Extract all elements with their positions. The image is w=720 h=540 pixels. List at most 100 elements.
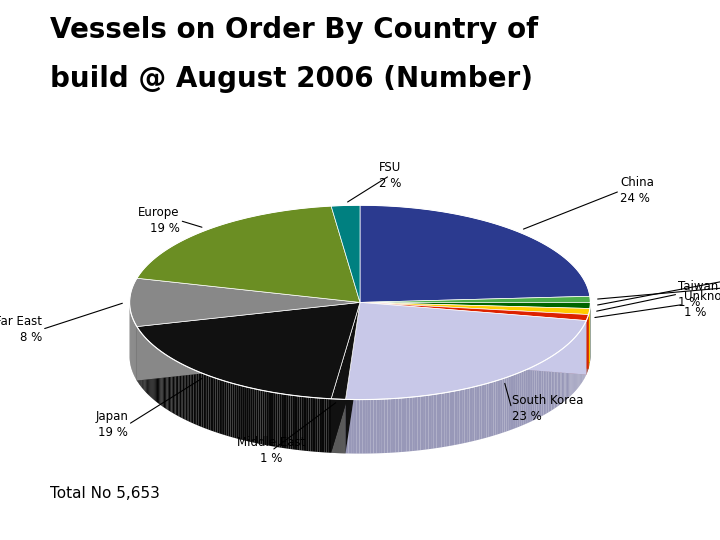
Polygon shape	[346, 400, 348, 454]
Polygon shape	[130, 278, 360, 327]
Polygon shape	[553, 354, 554, 409]
Polygon shape	[223, 381, 225, 435]
Text: South Korea
23 %: South Korea 23 %	[512, 394, 583, 423]
Polygon shape	[210, 376, 212, 431]
Polygon shape	[521, 371, 523, 426]
Polygon shape	[195, 370, 197, 425]
Polygon shape	[360, 302, 586, 375]
Polygon shape	[362, 400, 365, 454]
Polygon shape	[351, 400, 354, 454]
Polygon shape	[144, 336, 145, 391]
Polygon shape	[449, 392, 452, 446]
Polygon shape	[517, 373, 519, 428]
Polygon shape	[171, 358, 173, 413]
Text: Japan
19 %: Japan 19 %	[95, 410, 128, 439]
Polygon shape	[374, 400, 377, 454]
Polygon shape	[525, 369, 527, 424]
Polygon shape	[546, 359, 549, 413]
Polygon shape	[158, 349, 159, 404]
Polygon shape	[297, 396, 300, 450]
Polygon shape	[563, 347, 564, 402]
Polygon shape	[418, 396, 420, 450]
Polygon shape	[360, 205, 590, 302]
Polygon shape	[568, 343, 570, 398]
Polygon shape	[550, 356, 552, 411]
Polygon shape	[500, 379, 503, 434]
Polygon shape	[155, 347, 156, 401]
Polygon shape	[322, 399, 324, 453]
Polygon shape	[441, 393, 444, 447]
Polygon shape	[137, 302, 360, 381]
Polygon shape	[464, 388, 467, 443]
Polygon shape	[315, 398, 318, 452]
Text: Taiwan
1 %: Taiwan 1 %	[678, 280, 719, 308]
Polygon shape	[513, 374, 515, 429]
Polygon shape	[331, 302, 360, 400]
Polygon shape	[137, 302, 360, 399]
Polygon shape	[265, 391, 267, 446]
Polygon shape	[173, 359, 174, 414]
Polygon shape	[141, 333, 142, 388]
Polygon shape	[293, 395, 295, 450]
Polygon shape	[207, 375, 209, 430]
Polygon shape	[252, 388, 254, 443]
Polygon shape	[535, 365, 536, 420]
Polygon shape	[164, 353, 165, 408]
Polygon shape	[390, 399, 393, 453]
Polygon shape	[426, 395, 428, 450]
Polygon shape	[491, 382, 493, 436]
Polygon shape	[282, 394, 284, 448]
Polygon shape	[346, 302, 586, 400]
Polygon shape	[415, 396, 418, 451]
Polygon shape	[454, 390, 457, 445]
Polygon shape	[168, 356, 169, 411]
Polygon shape	[295, 396, 297, 450]
Polygon shape	[248, 387, 250, 442]
Polygon shape	[219, 379, 221, 434]
Polygon shape	[137, 302, 360, 381]
Polygon shape	[147, 340, 148, 394]
Polygon shape	[484, 383, 487, 438]
Polygon shape	[360, 302, 586, 375]
Polygon shape	[505, 377, 507, 432]
Polygon shape	[356, 400, 359, 454]
Polygon shape	[234, 384, 236, 438]
Polygon shape	[523, 370, 525, 425]
Polygon shape	[236, 384, 238, 439]
Polygon shape	[180, 363, 181, 418]
Polygon shape	[423, 396, 426, 450]
Polygon shape	[250, 388, 252, 442]
Polygon shape	[183, 364, 184, 419]
Polygon shape	[348, 400, 351, 454]
Polygon shape	[439, 393, 441, 448]
Polygon shape	[137, 206, 360, 302]
Polygon shape	[436, 394, 439, 448]
Polygon shape	[533, 366, 535, 421]
Polygon shape	[564, 346, 566, 401]
Polygon shape	[469, 387, 472, 442]
Polygon shape	[511, 375, 513, 430]
Text: Far East
8 %: Far East 8 %	[0, 315, 42, 344]
Polygon shape	[360, 296, 590, 302]
Polygon shape	[145, 338, 146, 393]
Text: build @ August 2006 (Number): build @ August 2006 (Number)	[50, 65, 534, 93]
Polygon shape	[148, 340, 149, 395]
Polygon shape	[327, 399, 329, 453]
Polygon shape	[577, 333, 579, 388]
Polygon shape	[575, 336, 576, 392]
Polygon shape	[487, 383, 489, 437]
Polygon shape	[572, 339, 574, 394]
Polygon shape	[198, 372, 200, 427]
Polygon shape	[560, 349, 562, 404]
Polygon shape	[157, 348, 158, 403]
Polygon shape	[365, 400, 368, 454]
Polygon shape	[161, 352, 163, 407]
Polygon shape	[576, 335, 577, 390]
Polygon shape	[279, 394, 282, 448]
Text: China
24 %: China 24 %	[620, 177, 654, 206]
Polygon shape	[331, 205, 360, 302]
Polygon shape	[217, 379, 219, 433]
Text: Unknown
1 %: Unknown 1 %	[684, 290, 720, 319]
Polygon shape	[190, 368, 192, 423]
Polygon shape	[269, 392, 271, 446]
